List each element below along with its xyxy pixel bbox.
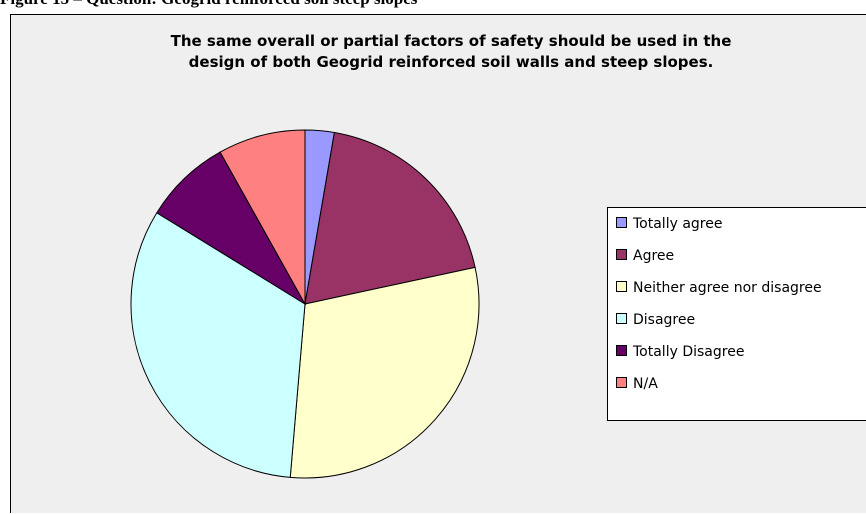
slice-totally-disagree [156,151,307,306]
legend-swatch-neither [616,281,627,292]
legend-item-neither: Neither agree nor disagree [616,278,822,298]
legend-label-agree: Agree [633,248,675,264]
legend-label-disagree: Disagree [633,312,696,328]
legend-swatch-totally-disagree [616,345,627,356]
chart-title: The same overall or partial factors of s… [11,31,866,73]
legend-label-na: N/A [633,376,658,392]
legend-item-disagree: Disagree [616,310,695,330]
slice-agree [304,131,476,305]
legend-item-totally-agree: Totally agree [616,214,722,234]
slice-neither [289,266,480,479]
chart-area: The same overall or partial factors of s… [10,14,866,513]
legend: Totally agree Agree Neither agree nor di… [607,207,866,421]
legend-swatch-totally-agree [616,217,627,228]
slice-na [219,129,306,306]
legend-swatch-disagree [616,313,627,324]
figure-caption: Figure 15 – Question: Geogrid reinforced… [0,0,866,13]
legend-label-totally-agree: Totally agree [633,216,723,232]
legend-label-totally-disagree: Totally Disagree [633,344,745,360]
chart-title-line-2: design of both Geogrid reinforced soil w… [188,53,714,71]
legend-swatch-na [616,377,627,388]
legend-label-neither: Neither agree nor disagree [633,280,822,296]
legend-item-agree: Agree [616,246,674,266]
legend-swatch-agree [616,249,627,260]
chart-title-line-1: The same overall or partial factors of s… [170,32,732,50]
pie-chart [130,129,480,479]
slice-disagree [130,212,306,478]
legend-item-na: N/A [616,374,658,394]
legend-item-totally-disagree: Totally Disagree [616,342,744,362]
